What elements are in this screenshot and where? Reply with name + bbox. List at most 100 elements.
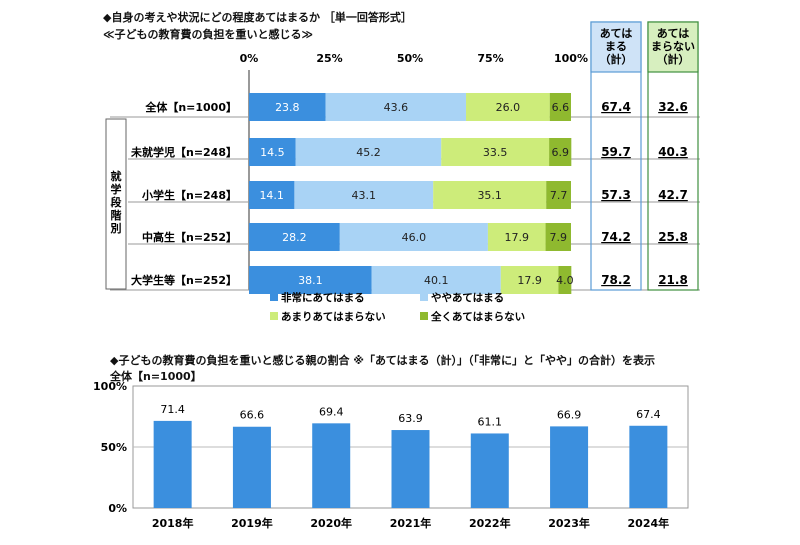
category-label: 大学生等【n=252】 xyxy=(131,273,237,287)
year-bar-value: 61.1 xyxy=(478,415,503,428)
bar-value-label: 33.5 xyxy=(483,146,508,159)
bar-value-label: 28.2 xyxy=(282,231,307,244)
year-bar-value: 66.6 xyxy=(240,409,265,422)
category-label: 未就学児【n=248】 xyxy=(130,145,237,159)
bar-value-label: 17.9 xyxy=(517,274,542,287)
x-tick-label: 0% xyxy=(240,52,259,65)
year-bar xyxy=(629,425,668,508)
y-tick-label: 50% xyxy=(101,441,127,454)
bar-value-label: 40.1 xyxy=(424,274,449,287)
x-tick-label: 100% xyxy=(554,52,588,65)
y-tick-label: 0% xyxy=(108,502,127,515)
group-label-char: 別 xyxy=(110,221,122,235)
year-bar-value: 63.9 xyxy=(398,412,423,425)
bar-segment xyxy=(558,266,572,294)
x-tick-label: 25% xyxy=(316,52,342,65)
bar-segment xyxy=(433,181,547,209)
disagree-total-value: 42.7 xyxy=(658,188,688,202)
group-bracket xyxy=(105,118,127,290)
year-bar-value: 71.4 xyxy=(160,403,185,416)
year-label: 2019年 xyxy=(231,516,273,530)
agree-header-text: まる xyxy=(605,40,627,53)
bar-value-label: 23.8 xyxy=(275,101,300,114)
bar-segment xyxy=(249,181,295,209)
bar-value-label: 26.0 xyxy=(496,101,521,114)
category-label: 中高生【n=252】 xyxy=(142,230,237,244)
year-label: 2022年 xyxy=(469,516,511,530)
disagree-header-text: （計） xyxy=(657,52,690,66)
agree-header-text: あては xyxy=(600,27,633,40)
bar-segment xyxy=(545,223,571,251)
disagree-header-text: あては xyxy=(657,27,690,40)
bar-segment xyxy=(549,93,571,121)
group-label-char: 階 xyxy=(111,208,122,222)
bar-value-label: 45.2 xyxy=(356,146,381,159)
bar-value-label: 43.1 xyxy=(352,189,377,202)
bar-segment xyxy=(249,266,372,294)
legend-label: ややあてはまる xyxy=(431,291,504,304)
bar-value-label: 14.5 xyxy=(260,146,285,159)
year-bar xyxy=(153,420,192,508)
bar-segment xyxy=(466,93,550,121)
bar-value-label: 4.0 xyxy=(556,274,574,287)
bar-segment xyxy=(339,223,488,251)
disagree-column-header xyxy=(647,21,699,73)
year-bar xyxy=(312,423,351,508)
disagree-total-value: 25.8 xyxy=(658,230,688,244)
bar-value-label: 6.9 xyxy=(551,146,569,159)
bar-value-label: 14.1 xyxy=(259,189,284,202)
year-label: 2021年 xyxy=(390,516,432,530)
bar-value-label: 17.9 xyxy=(504,231,529,244)
group-label-char: 学 xyxy=(111,182,122,196)
disagree-total-value: 21.8 xyxy=(658,273,688,287)
question-title: ◆自身の考えや状況にどの程度あてはまるか ［単一回答形式］ xyxy=(103,11,412,24)
bar-segment xyxy=(441,138,550,166)
bar-segment xyxy=(249,138,296,166)
agree-total-value: 59.7 xyxy=(601,145,631,159)
bar-value-label: 43.6 xyxy=(384,101,409,114)
bar-segment xyxy=(249,93,326,121)
disagree-header-text: まらない xyxy=(651,40,695,53)
chart-subtitle: ≪子どもの教育費の負担を重いと感じる≫ xyxy=(103,28,314,41)
year-bar xyxy=(391,430,430,508)
y-tick-label: 100% xyxy=(93,380,127,393)
year-bar-value: 67.4 xyxy=(636,408,661,421)
bar-segment xyxy=(549,138,572,166)
x-tick-label: 50% xyxy=(397,52,423,65)
year-bar xyxy=(550,426,589,508)
disagree-total-value: 40.3 xyxy=(658,145,688,159)
legend-swatch xyxy=(420,293,428,301)
bar-segment xyxy=(500,266,559,294)
bar-segment xyxy=(487,223,546,251)
agree-total-value: 57.3 xyxy=(601,188,631,202)
agree-header-text: （計） xyxy=(600,52,633,66)
year-bar xyxy=(232,426,271,508)
year-label: 2020年 xyxy=(310,516,352,530)
chart2-title: ◆子どもの教育費の負担を重いと感じる親の割合 ※「あてはまる（計）」（「非常に」… xyxy=(110,354,656,367)
x-tick-label: 75% xyxy=(477,52,503,65)
year-label: 2018年 xyxy=(152,516,194,530)
agree-total-value: 78.2 xyxy=(601,273,631,287)
legend-swatch xyxy=(270,312,278,320)
bar-segment xyxy=(295,138,442,166)
category-label: 小学生【n=248】 xyxy=(141,188,237,202)
bar-value-label: 35.1 xyxy=(477,189,502,202)
disagree-total-value: 32.6 xyxy=(658,100,688,114)
bar-value-label: 7.7 xyxy=(550,189,568,202)
year-bar-value: 66.9 xyxy=(557,408,582,421)
legend-swatch xyxy=(420,312,428,320)
bar-segment xyxy=(294,181,434,209)
agree-total-value: 67.4 xyxy=(601,100,631,114)
bar-segment xyxy=(249,223,340,251)
bar-value-label: 6.6 xyxy=(552,101,570,114)
agree-column-header xyxy=(590,21,642,73)
legend-label: あまりあてはまらない xyxy=(281,310,386,323)
year-bar-value: 69.4 xyxy=(319,405,344,418)
bar-value-label: 46.0 xyxy=(402,231,427,244)
chart2-subtitle: 全体【n=1000】 xyxy=(110,370,202,383)
bar-segment xyxy=(546,181,571,209)
category-label: 全体【n=1000】 xyxy=(144,100,237,114)
year-bar xyxy=(470,433,509,508)
bar-value-label: 38.1 xyxy=(298,274,323,287)
